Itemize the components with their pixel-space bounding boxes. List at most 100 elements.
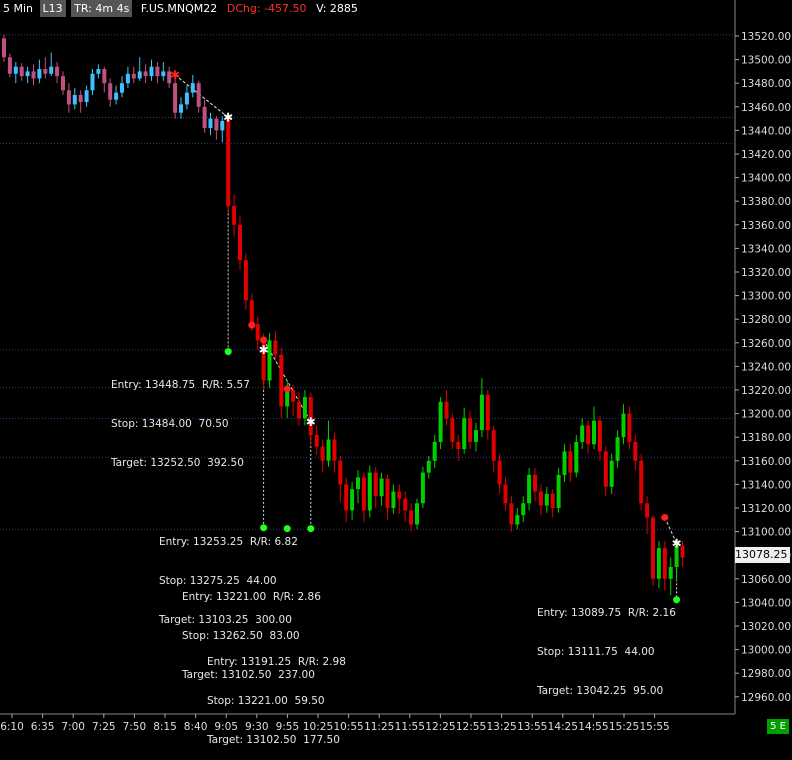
price-tick-label: 13000.00	[741, 645, 791, 657]
candle-body	[474, 430, 478, 442]
candle	[568, 444, 573, 483]
candle-body	[615, 437, 620, 461]
candle-body	[456, 441, 461, 449]
candle-body	[462, 418, 467, 449]
candle-body	[208, 118, 213, 129]
candle	[238, 215, 242, 270]
candle	[462, 407, 467, 454]
price-tick-label: 13520.00	[741, 31, 791, 43]
candle	[338, 456, 343, 503]
candle	[61, 71, 65, 95]
candle-body	[361, 477, 366, 511]
candle-body	[37, 69, 42, 79]
candle	[291, 385, 296, 416]
last-price-tag: 13078.25	[735, 547, 790, 563]
candle-body	[426, 460, 431, 473]
candle-body	[314, 434, 319, 447]
candle-body	[184, 92, 189, 105]
candle-body	[72, 95, 77, 105]
candle	[356, 470, 360, 504]
target-marker	[283, 525, 291, 533]
candle	[72, 87, 77, 110]
candle-body	[574, 441, 579, 473]
candle	[131, 66, 136, 84]
annotation-target: Target: 13252.50 392.50	[111, 457, 244, 469]
candle	[120, 76, 124, 98]
candle-body	[621, 413, 626, 438]
candle	[214, 116, 219, 140]
candle-body	[84, 90, 89, 103]
candle-body	[149, 66, 154, 77]
candle	[232, 194, 237, 237]
candle-body	[131, 73, 136, 79]
candle-body	[232, 205, 237, 225]
candle	[603, 446, 608, 497]
candle-body	[167, 71, 172, 84]
price-tick-label: 13500.00	[741, 55, 791, 67]
candle-body	[190, 83, 195, 93]
annotation-target: Target: 13102.50 237.00	[182, 669, 315, 681]
candle-body	[220, 120, 225, 131]
candle-body	[302, 397, 307, 419]
target-marker	[673, 596, 681, 604]
candle-body	[503, 484, 508, 504]
candle-body	[108, 83, 113, 100]
candle-body	[444, 401, 449, 419]
status-badge[interactable]: 5 E	[767, 719, 789, 734]
candle	[639, 453, 644, 511]
candle-body	[391, 491, 396, 508]
symbol-label[interactable]: F.US.MNQM22	[140, 2, 218, 15]
level-button[interactable]: L13	[39, 0, 66, 17]
candle	[668, 557, 673, 596]
candle-body	[450, 418, 455, 442]
candle	[562, 444, 567, 483]
candle	[373, 466, 378, 508]
stop-marker	[260, 336, 268, 344]
candle-body	[468, 418, 473, 442]
grid-layer	[0, 34, 735, 530]
candle	[403, 491, 408, 523]
trade-annotation-3: Entry: 13221.00 R/R: 2.86 Stop: 13262.50…	[182, 565, 321, 695]
price-chart[interactable]: ✱✱✱✱✱ 13520.0013500.0013480.0013460.0013…	[0, 0, 792, 737]
signal-star-marker: ✱	[306, 415, 316, 429]
candle-body	[556, 474, 561, 508]
stop-marker	[248, 321, 256, 329]
candle	[361, 472, 366, 523]
candle	[391, 484, 396, 514]
time-tick-label: 7:50	[123, 721, 147, 733]
chart-header: 5 Min L13 TR: 4m 4s F.US.MNQM22 DChg: -4…	[0, 0, 735, 17]
time-tick-label: 11:55	[395, 721, 425, 733]
stop-marker	[661, 513, 669, 521]
candle-body	[497, 460, 502, 485]
candle-body	[55, 66, 60, 77]
time-tick-label: 10:55	[333, 721, 363, 733]
time-remaining-label: TR: 4m 4s	[71, 0, 133, 17]
trade-annotation-5: Entry: 13089.75 R/R: 2.16 Stop: 13111.75…	[537, 581, 676, 711]
timeframe-label[interactable]: 5 Min	[3, 2, 34, 15]
candle-body	[238, 224, 242, 261]
price-tick-label: 12960.00	[741, 692, 791, 704]
candle	[521, 496, 526, 523]
candle-body	[255, 323, 260, 341]
price-tick-label: 13300.00	[741, 291, 791, 303]
candle-body	[326, 439, 331, 461]
candle-body	[409, 510, 414, 525]
candle	[279, 347, 284, 419]
candle	[202, 99, 207, 133]
candle	[609, 453, 614, 494]
candle-body	[279, 354, 284, 407]
candle-body	[373, 472, 378, 497]
candle	[114, 85, 119, 105]
candle	[137, 57, 142, 81]
candle	[37, 59, 42, 84]
candle	[273, 331, 278, 361]
time-tick-label: 15:25	[609, 721, 639, 733]
time-tick-label: 12:25	[425, 721, 455, 733]
candle	[155, 61, 160, 84]
candle	[533, 467, 537, 501]
annotation-target: Target: 13042.25 95.00	[537, 685, 664, 697]
price-tick-label: 13200.00	[741, 409, 791, 421]
target-marker	[307, 525, 315, 533]
candle	[680, 541, 685, 567]
candle-body	[533, 474, 537, 492]
